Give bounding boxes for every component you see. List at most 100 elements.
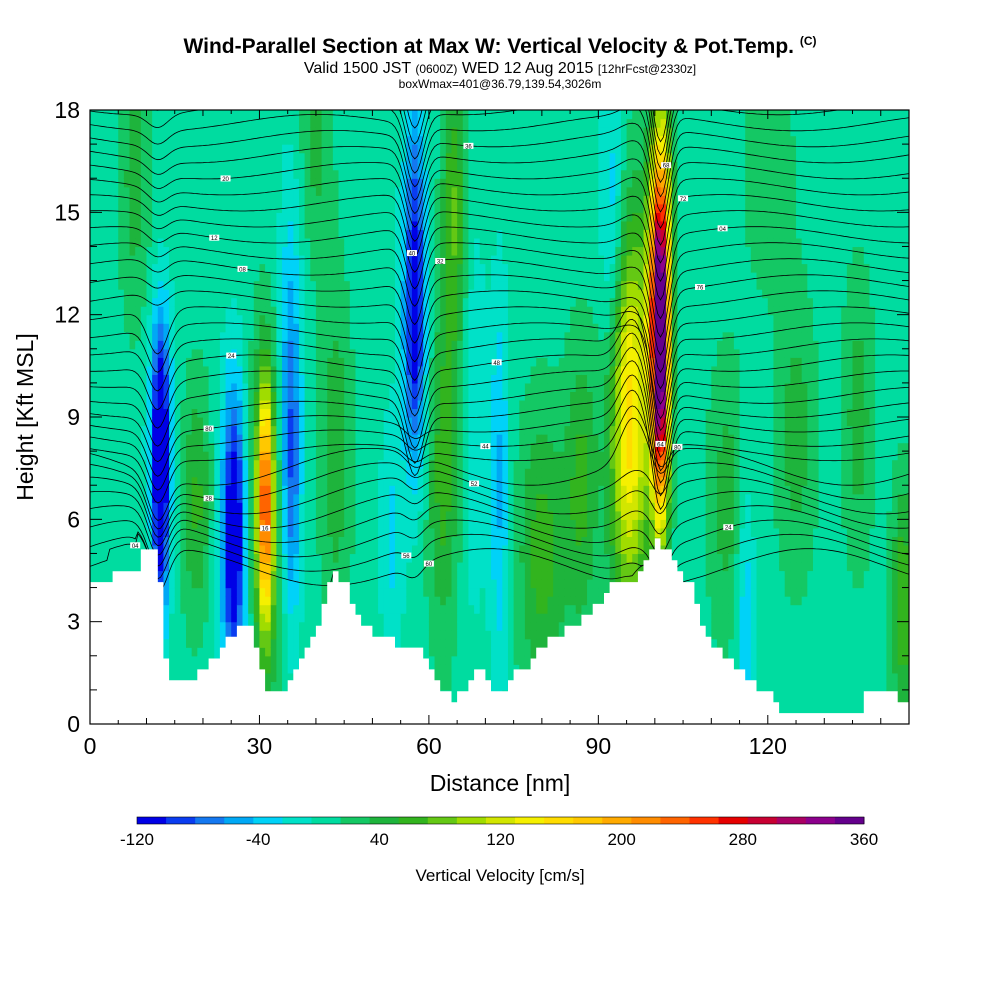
w-cell — [298, 118, 306, 128]
w-cell — [372, 468, 379, 478]
w-cell — [366, 527, 374, 537]
w-cell — [474, 468, 481, 478]
w-cell — [457, 664, 464, 674]
chart-subtitle: Valid 1500 JST (0600Z) WED 12 Aug 2015 [… — [0, 60, 1000, 78]
w-cell — [361, 417, 368, 427]
w-cell — [389, 391, 396, 401]
w-cell — [169, 323, 176, 333]
w-cell — [231, 246, 238, 256]
w-cell — [202, 203, 210, 213]
w-cell — [315, 365, 323, 375]
w-cell — [259, 561, 266, 572]
w-cell — [338, 399, 345, 410]
w-cell — [474, 254, 481, 265]
w-cell — [327, 289, 334, 299]
w-cell — [406, 127, 413, 137]
w-cell — [383, 485, 390, 495]
w-cell — [270, 127, 277, 137]
w-cell — [361, 161, 368, 171]
w-cell — [366, 425, 374, 435]
w-cell — [152, 272, 159, 282]
w-cell — [474, 519, 481, 529]
w-cell — [411, 118, 419, 128]
w-cell — [372, 399, 379, 410]
w-cell — [163, 161, 170, 171]
w-cell — [383, 186, 390, 196]
w-cell — [417, 186, 424, 196]
w-cell — [282, 212, 289, 222]
w-cell — [282, 485, 289, 495]
w-cell — [129, 451, 136, 461]
w-cell — [338, 272, 345, 282]
w-cell — [440, 493, 447, 503]
w-cell — [315, 485, 323, 495]
w-cell — [180, 604, 187, 614]
w-cell — [202, 638, 210, 648]
w-cell — [157, 323, 165, 333]
w-cell — [395, 246, 402, 256]
w-cell — [186, 169, 193, 179]
w-cell — [208, 638, 215, 648]
w-cell — [474, 596, 481, 606]
w-cell — [270, 169, 277, 179]
w-cell — [146, 178, 153, 188]
w-cell — [304, 237, 311, 248]
w-cell — [140, 468, 148, 478]
w-cell — [462, 323, 470, 333]
w-cell — [140, 425, 148, 435]
w-cell — [344, 408, 351, 418]
w-cell — [225, 399, 232, 410]
w-cell — [321, 596, 328, 606]
w-cell — [231, 527, 238, 537]
w-cell — [293, 570, 300, 580]
w-cell — [474, 229, 481, 239]
w-cell — [231, 425, 238, 435]
w-cell — [123, 391, 131, 401]
w-cell — [214, 502, 221, 512]
w-cell — [197, 510, 204, 520]
w-cell — [411, 314, 419, 324]
w-cell — [378, 382, 385, 393]
w-cell — [462, 570, 470, 580]
w-cell — [349, 263, 357, 273]
w-cell — [236, 229, 244, 239]
w-cell — [468, 672, 475, 682]
w-cell — [434, 382, 441, 393]
w-cell — [259, 220, 266, 230]
w-cell — [361, 510, 368, 520]
w-cell — [180, 340, 187, 350]
w-cell — [361, 434, 368, 444]
w-cell — [202, 536, 210, 546]
w-cell — [219, 425, 227, 435]
w-cell — [287, 451, 294, 461]
w-cell — [202, 519, 210, 529]
w-cell — [101, 144, 108, 154]
w-cell — [231, 630, 238, 640]
w-cell — [123, 536, 131, 546]
w-cell — [298, 630, 306, 640]
w-cell — [157, 442, 165, 452]
w-cell — [366, 212, 374, 222]
w-cell — [479, 596, 486, 606]
w-cell — [287, 323, 294, 333]
w-cell — [440, 408, 447, 418]
w-cell — [90, 237, 97, 248]
w-cell — [276, 664, 283, 674]
w-cell — [169, 459, 176, 469]
w-cell — [293, 587, 300, 597]
w-cell — [106, 519, 114, 529]
w-cell — [236, 340, 244, 350]
w-cell — [270, 681, 277, 691]
w-cell — [395, 127, 402, 137]
w-cell — [287, 152, 294, 162]
w-cell — [417, 434, 424, 444]
w-cell — [248, 425, 255, 435]
w-cell — [118, 493, 125, 503]
w-cell — [276, 237, 283, 248]
w-cell — [123, 399, 131, 410]
w-cell — [468, 613, 475, 623]
w-cell — [123, 297, 131, 307]
w-cell — [474, 527, 481, 537]
w-cell — [214, 476, 221, 486]
w-cell — [95, 510, 102, 520]
